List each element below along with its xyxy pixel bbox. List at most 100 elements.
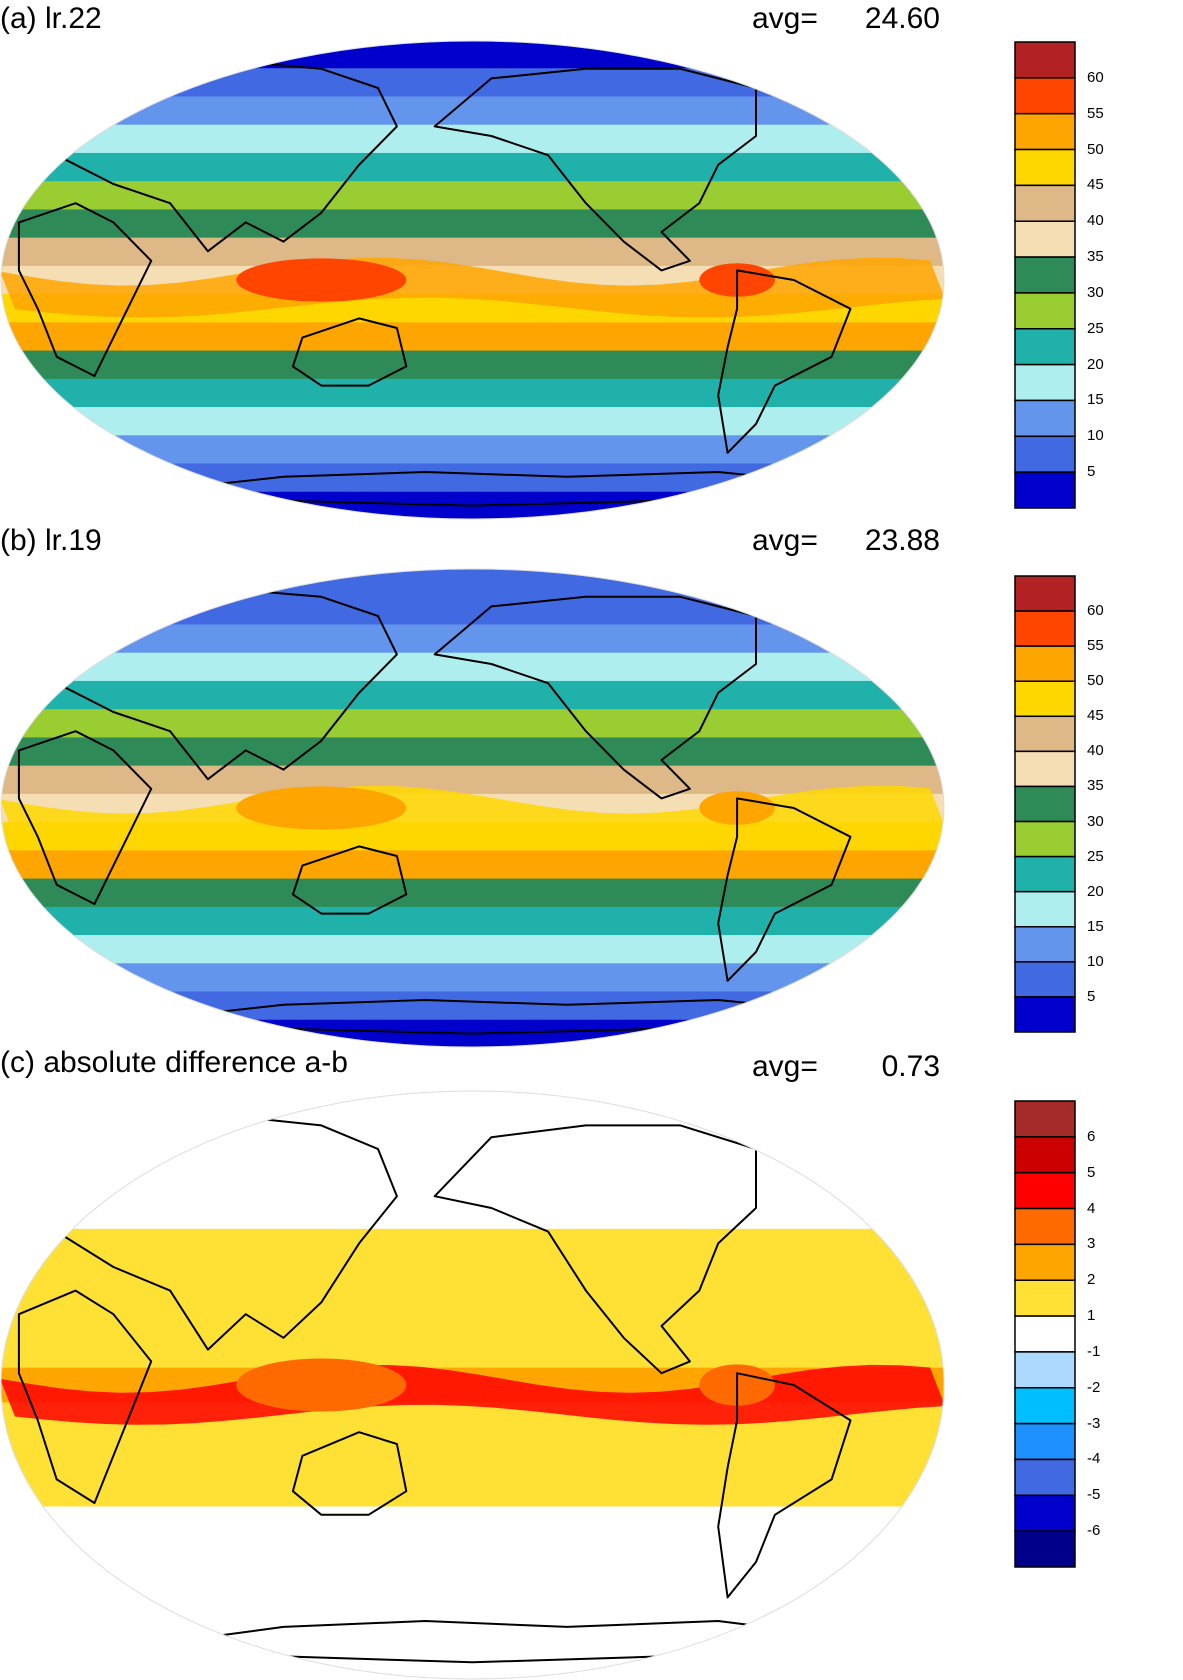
field-band bbox=[1, 181, 944, 211]
colorbar-swatch bbox=[1014, 1171, 1076, 1210]
colorbar-swatch bbox=[1014, 961, 1076, 998]
colorbar-tick-label: 45 bbox=[1087, 176, 1104, 194]
colorbar-tick-label: 2 bbox=[1087, 1271, 1096, 1289]
field-band bbox=[1, 68, 944, 98]
field-band bbox=[1, 785, 944, 846]
colorbar-tick-label: 5 bbox=[1087, 987, 1096, 1005]
panel-a: (a) lr.22 avg= 24.60 60 55 50 45 40 35 30 25 20 1… bbox=[0, 0, 1183, 520]
colorbar-tick-label: 45 bbox=[1087, 707, 1104, 725]
colorbar-tick-label: 55 bbox=[1087, 104, 1104, 122]
field-band bbox=[1, 569, 944, 598]
colorbar-swatch bbox=[1014, 363, 1076, 402]
colorbar-tick-label: -2 bbox=[1087, 1378, 1101, 1396]
colorbar-swatch bbox=[1014, 750, 1076, 788]
colorbar-swatch bbox=[1014, 41, 1076, 79]
colorbar-tick-label: 55 bbox=[1087, 637, 1104, 655]
colorbar-tick-label: 30 bbox=[1087, 812, 1104, 830]
field-band bbox=[1, 1091, 944, 1126]
field-layer bbox=[1, 41, 944, 519]
colorbar-swatch bbox=[1014, 328, 1076, 366]
field-hotspot bbox=[236, 786, 407, 830]
colorbar-tick-label: -6 bbox=[1087, 1522, 1101, 1540]
field-band bbox=[1, 1610, 944, 1647]
avg-value: 0.73 bbox=[881, 1050, 940, 1083]
field-band bbox=[1, 906, 944, 937]
colorbar-labels: 60 55 50 45 40 35 30 25 20 15 10 5 bbox=[1087, 575, 1167, 1033]
colorbar-tick-label: 3 bbox=[1087, 1235, 1096, 1253]
colorbar-tick-label: 50 bbox=[1087, 140, 1104, 158]
coastline-africa bbox=[17, 202, 153, 377]
colorbar-tick-label: 50 bbox=[1087, 672, 1104, 690]
colorbar-tick-label: 40 bbox=[1087, 212, 1104, 230]
colorbar-swatch bbox=[1014, 184, 1076, 222]
colorbar-tick-label: 15 bbox=[1087, 917, 1104, 935]
field-band bbox=[1, 652, 944, 682]
colorbar-swatch bbox=[1014, 575, 1076, 612]
colorbar-swatch bbox=[1014, 785, 1076, 823]
field-band bbox=[1, 1506, 944, 1543]
colorbar-tick-label: 4 bbox=[1087, 1199, 1096, 1217]
colorbar-tick-label: -1 bbox=[1087, 1342, 1101, 1360]
field-band bbox=[1, 935, 944, 965]
panel-b: (b) lr.19 avg= 23.88 60 55 50 45 40 35 30 25 20 1… bbox=[0, 522, 1183, 1048]
colorbar-swatch bbox=[1014, 399, 1076, 438]
colorbar-tick-label: 25 bbox=[1087, 847, 1104, 865]
coastline-north-america bbox=[433, 1124, 757, 1375]
colorbar-swatch bbox=[1014, 148, 1076, 187]
colorbar bbox=[1014, 1100, 1076, 1568]
colorbar-tick-label: 5 bbox=[1087, 1163, 1096, 1181]
map bbox=[0, 568, 945, 1048]
colorbar bbox=[1014, 41, 1076, 509]
colorbar-tick-label: 35 bbox=[1087, 777, 1104, 795]
field-layer bbox=[1, 569, 944, 1047]
colorbar-swatch bbox=[1014, 112, 1076, 151]
colorbar-swatch bbox=[1014, 1494, 1076, 1532]
colorbar-swatch bbox=[1014, 855, 1076, 893]
field-band bbox=[1, 1437, 944, 1473]
panel-title: (b) lr.19 bbox=[0, 524, 102, 557]
coastline-south-america bbox=[717, 1372, 852, 1599]
field-band bbox=[1, 463, 944, 493]
field-band bbox=[1, 124, 944, 154]
field-band bbox=[1, 850, 944, 880]
panel-title: (c) absolute difference a-b bbox=[0, 1046, 348, 1079]
colorbar-swatch bbox=[1014, 1351, 1076, 1389]
field-band bbox=[1, 1575, 944, 1612]
colorbar-swatch bbox=[1014, 256, 1076, 294]
field-layer bbox=[1, 1091, 944, 1679]
colorbar-tick-label: 40 bbox=[1087, 742, 1104, 760]
colorbar-swatch bbox=[1014, 715, 1076, 753]
colorbar-swatch bbox=[1014, 1387, 1076, 1425]
colorbar-swatch bbox=[1014, 220, 1076, 258]
field-band bbox=[1, 96, 944, 126]
colorbar-tick-label: 15 bbox=[1087, 391, 1104, 409]
colorbar-tick-label: 10 bbox=[1087, 427, 1104, 445]
colorbar-tick-label: 10 bbox=[1087, 952, 1104, 970]
colorbar bbox=[1014, 575, 1076, 1033]
colorbar-swatch bbox=[1014, 1315, 1076, 1353]
colorbar-swatch bbox=[1014, 680, 1076, 718]
field-band bbox=[1, 322, 944, 352]
colorbar-tick-label: 60 bbox=[1087, 68, 1104, 86]
avg-label: avg= bbox=[752, 2, 818, 35]
avg-label: avg= bbox=[752, 1050, 818, 1083]
field-band bbox=[1, 765, 944, 795]
colorbar-tick-label: 5 bbox=[1087, 463, 1096, 481]
field-band bbox=[1, 41, 944, 70]
field-band bbox=[1, 1228, 944, 1265]
avg-value: 23.88 bbox=[864, 524, 940, 557]
colorbar-tick-label: 6 bbox=[1087, 1127, 1096, 1145]
field-band bbox=[1, 624, 944, 654]
colorbar-swatch bbox=[1014, 471, 1076, 509]
field-band bbox=[1, 209, 944, 239]
colorbar-swatch bbox=[1014, 890, 1076, 928]
coastline-australia bbox=[291, 317, 408, 387]
field-band bbox=[1, 991, 944, 1021]
coastline-south-america bbox=[717, 269, 852, 454]
colorbar-swatch bbox=[1014, 820, 1076, 858]
colorbar-labels: 6 5 4 3 2 1 -1 -2 -3 -4 -5 -6 bbox=[1087, 1100, 1167, 1568]
colorbar-swatch bbox=[1014, 1136, 1076, 1174]
colorbar-labels: 60 55 50 45 40 35 30 25 20 15 10 5 bbox=[1087, 41, 1167, 509]
field-band bbox=[1, 237, 944, 267]
coastline-north-america bbox=[433, 595, 757, 800]
